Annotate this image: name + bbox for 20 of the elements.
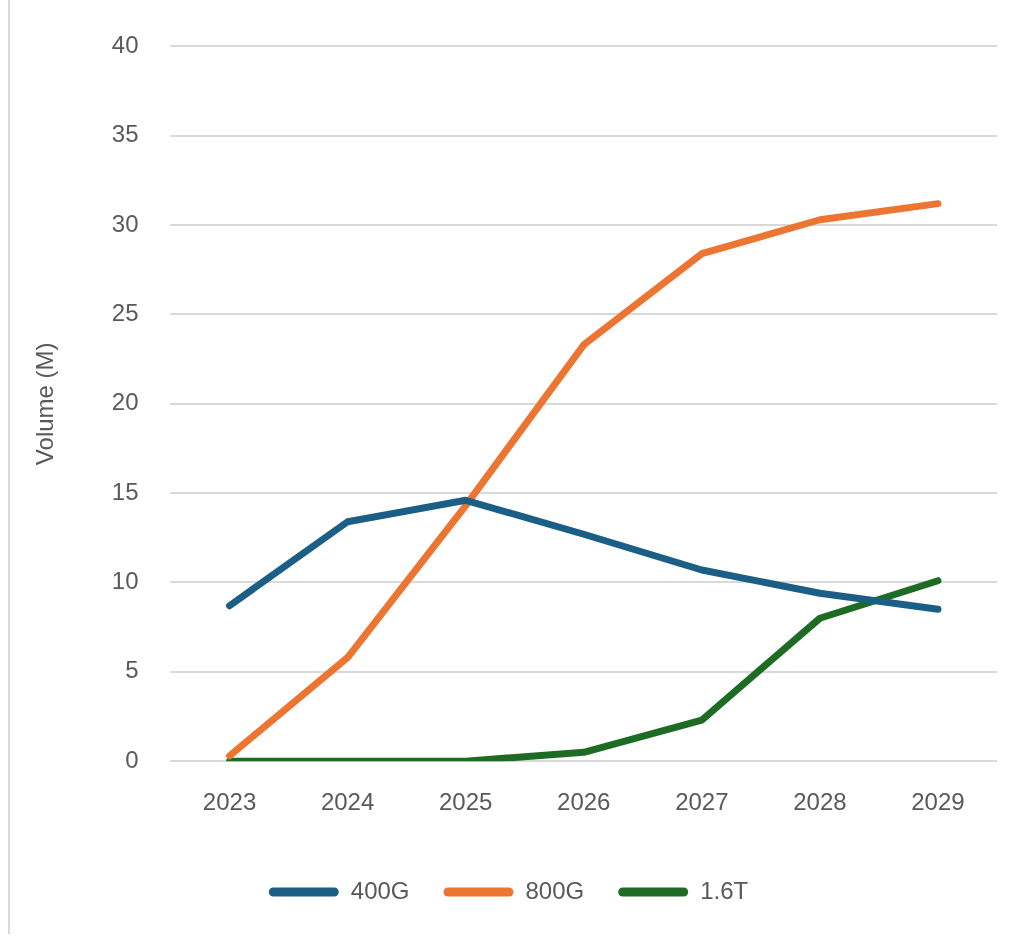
y-tick-label: 15 — [111, 477, 139, 505]
x-tick-label: 2029 — [911, 788, 965, 816]
y-tick-label: 0 — [125, 745, 139, 773]
x-tick-label: 2023 — [202, 788, 257, 816]
legend-label: 1.6T — [700, 876, 749, 904]
y-axis-title: Volume (M) — [31, 342, 59, 466]
legend-label: 800G — [525, 876, 585, 904]
y-tick-label: 35 — [111, 120, 139, 148]
x-tick-label: 2028 — [793, 788, 847, 816]
y-tick-label: 5 — [125, 656, 139, 684]
y-tick-label: 40 — [111, 31, 139, 59]
y-tick-label: 25 — [111, 299, 139, 327]
y-tick-label: 30 — [111, 209, 139, 237]
y-tick-label: 10 — [111, 567, 139, 595]
x-tick-label: 2024 — [320, 788, 375, 816]
x-tick-label: 2025 — [438, 788, 493, 816]
legend-label: 400G — [350, 876, 410, 904]
x-tick-label: 2026 — [557, 788, 611, 816]
x-tick-label: 2027 — [675, 788, 729, 816]
y-tick-label: 20 — [111, 388, 139, 416]
